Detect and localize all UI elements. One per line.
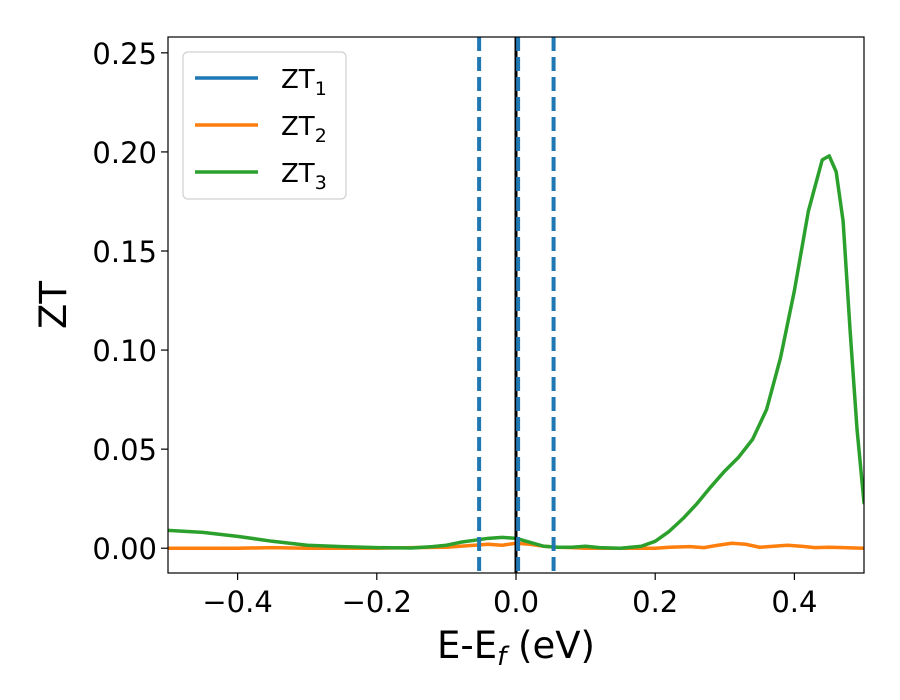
y-tick-label: 0.15 <box>92 235 157 269</box>
ticks-layer: −0.4 −0.2 0.0 0.2 0.4 0.00 0.05 0.10 0.15 0.20 0.2… <box>92 37 817 619</box>
legend: ZT1 ZT2 ZT3 <box>182 51 347 200</box>
x-tick-label: −0.4 <box>202 585 272 619</box>
x-tick-label: −0.2 <box>342 585 412 619</box>
plot-area <box>168 37 864 573</box>
x-tick-label: 0.0 <box>493 585 539 619</box>
x-axis-title: E-Ef (eV) <box>437 624 595 672</box>
plot-layer <box>167 36 865 574</box>
legend-label-1: ZT1 <box>281 65 327 100</box>
y-tick-label: 0.05 <box>92 433 157 467</box>
y-tick-label: 0.25 <box>92 37 157 71</box>
legend-box <box>182 51 347 200</box>
legend-label-2: ZT2 <box>281 112 327 147</box>
series-line-3 <box>168 154 864 550</box>
x-axis-title-suffix: (eV) <box>506 624 595 667</box>
legend-label-3: ZT3 <box>281 159 327 194</box>
y-tick-label: 0.00 <box>92 532 157 566</box>
y-axis-title: ZT <box>32 281 75 329</box>
x-axis-title-main: E-E <box>437 624 497 667</box>
x-tick-label: 0.2 <box>632 585 678 619</box>
x-tick-label: 0.4 <box>771 585 817 619</box>
y-tick-label: 0.10 <box>92 334 157 368</box>
y-tick-label: 0.20 <box>92 136 157 170</box>
